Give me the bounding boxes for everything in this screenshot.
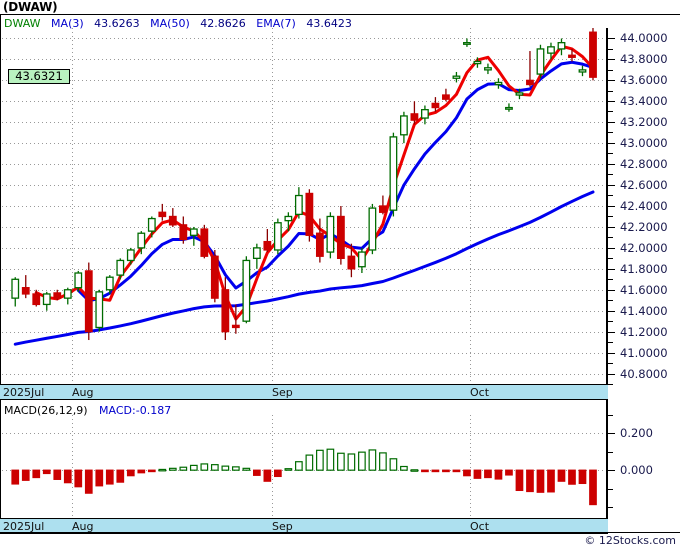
price-axis-tick xyxy=(608,185,615,187)
price-axis-minor-tick xyxy=(608,195,613,197)
price-axis-label: 43.0000 xyxy=(620,136,668,151)
price-axis-label: 41.8000 xyxy=(620,261,668,276)
price-candlestick-plot[interactable] xyxy=(2,28,606,384)
price-axis-label: 42.4000 xyxy=(620,199,668,213)
price-axis-tick xyxy=(608,352,615,354)
price-axis-minor-tick xyxy=(608,258,613,260)
price-axis-minor-tick xyxy=(608,341,613,343)
price-axis-minor-tick xyxy=(608,132,613,134)
macd-date-label-jul: 2025Jul xyxy=(3,520,45,533)
price-axis-tick xyxy=(608,101,615,103)
price-axis-tick xyxy=(608,373,615,375)
macd-axis-minor-tick xyxy=(608,451,613,453)
macd-axis-label: 0.200 xyxy=(620,426,653,441)
legend-ema7-value: 43.6423 xyxy=(306,17,352,30)
legend-ma50-key: MA(50) xyxy=(150,17,190,30)
price-axis-tick xyxy=(608,310,615,312)
macd-value: MACD:-0.187 xyxy=(99,404,172,417)
price-axis-label: 43.6000 xyxy=(620,73,668,88)
price-axis-label: 41.2000 xyxy=(620,324,668,339)
price-axis-tick xyxy=(608,122,615,124)
price-date-axis: 2025Jul Aug Sep Oct xyxy=(0,384,608,400)
macd-date-axis: 2025Jul Aug Sep Oct xyxy=(0,518,608,534)
price-axis-label: 43.2000 xyxy=(620,115,668,130)
macd-axis-minor-tick xyxy=(608,415,613,416)
price-axis-minor-tick xyxy=(608,48,613,50)
price-axis-tick xyxy=(608,331,615,333)
macd-gridlines xyxy=(2,415,606,518)
price-axis-minor-tick xyxy=(608,153,613,155)
price-axis-label: 43.4000 xyxy=(620,94,668,109)
macd-axis-tick xyxy=(608,470,615,472)
price-axis-minor-tick xyxy=(608,362,613,364)
macd-axis-minor-tick xyxy=(608,488,613,490)
price-axis-tick xyxy=(608,268,615,270)
price-axis-minor-tick xyxy=(608,69,613,71)
macd-legend: MACD(26,12,9) MACD:-0.187 xyxy=(4,404,172,417)
price-axis-tick xyxy=(608,59,615,61)
macd-axis-tick xyxy=(608,433,615,435)
price-axis-label: 42.0000 xyxy=(620,240,668,255)
legend-ema7-key: EMA(7) xyxy=(256,17,296,30)
price-axis-label: 41.4000 xyxy=(620,303,668,318)
macd-date-label-oct: Oct xyxy=(470,520,490,533)
date-label-jul: 2025Jul xyxy=(3,386,45,399)
price-axis-minor-tick xyxy=(608,216,613,218)
price-axis-minor-tick xyxy=(608,299,613,301)
price-axis-label: 44.0000 xyxy=(620,31,668,46)
legend-ma3-key: MA(3) xyxy=(51,17,84,30)
left-border xyxy=(0,15,1,532)
price-axis-tick xyxy=(608,247,615,249)
macd-axis-minor-tick xyxy=(608,506,613,508)
price-value-axis: 44.0000 43.8000 43.6000 43.4000 43.2000 43.00… xyxy=(606,28,680,385)
date-label-aug: Aug xyxy=(72,386,94,399)
ma50-line xyxy=(13,190,595,346)
date-label-sep: Sep xyxy=(272,386,293,399)
price-axis-tick xyxy=(608,226,615,228)
macd-date-label-sep: Sep xyxy=(272,520,293,533)
footer-credit: © 12Stocks.com xyxy=(584,534,676,546)
price-axis-minor-tick xyxy=(608,90,613,92)
window-title: (DWAW) xyxy=(0,0,680,15)
date-label-oct: Oct xyxy=(470,386,490,399)
price-axis-tick xyxy=(608,38,615,40)
legend-symbol: DWAW xyxy=(4,17,41,30)
legend-ma3-value: 43.6263 xyxy=(94,17,140,30)
price-axis-label: 43.8000 xyxy=(620,52,668,67)
macd-bars-group xyxy=(11,448,597,506)
price-legend: DWAW MA(3) 43.6263 MA(50) 42.8626 EMA(7)… xyxy=(4,17,359,30)
price-axis-label: 42.8000 xyxy=(620,157,668,172)
price-axis-minor-tick xyxy=(608,237,613,239)
ema7-line xyxy=(76,60,595,303)
last-price-badge: 43.6321 xyxy=(8,69,70,85)
ma3-line xyxy=(34,44,595,321)
price-axis-tick xyxy=(608,164,615,166)
legend-ma50-value: 42.8626 xyxy=(200,17,246,30)
price-axis-minor-tick xyxy=(608,320,613,322)
macd-axis-label: 0.000 xyxy=(620,463,653,478)
candles-group xyxy=(11,28,597,341)
price-axis-label: 42.2000 xyxy=(620,219,668,234)
price-axis-label: 41.0000 xyxy=(620,345,668,360)
price-axis-minor-tick xyxy=(608,383,613,385)
macd-name: MACD(26,12,9) xyxy=(4,404,88,417)
bottom-border xyxy=(0,532,680,533)
price-axis-tick xyxy=(608,289,615,291)
macd-date-label-aug: Aug xyxy=(72,520,94,533)
price-axis-tick xyxy=(608,80,615,82)
price-axis-tick xyxy=(608,143,615,145)
macd-value-axis: 0.200 0.000 xyxy=(606,400,680,518)
price-axis-label: 42.6000 xyxy=(620,178,668,193)
price-axis-minor-tick xyxy=(608,278,613,280)
price-axis-minor-tick xyxy=(608,174,613,176)
price-axis-minor-tick xyxy=(608,111,613,113)
price-axis-label: 41.6000 xyxy=(620,282,668,297)
price-axis-tick xyxy=(608,206,615,207)
price-axis-label: 40.8000 xyxy=(620,366,668,381)
macd-histogram-plot[interactable] xyxy=(2,415,606,518)
